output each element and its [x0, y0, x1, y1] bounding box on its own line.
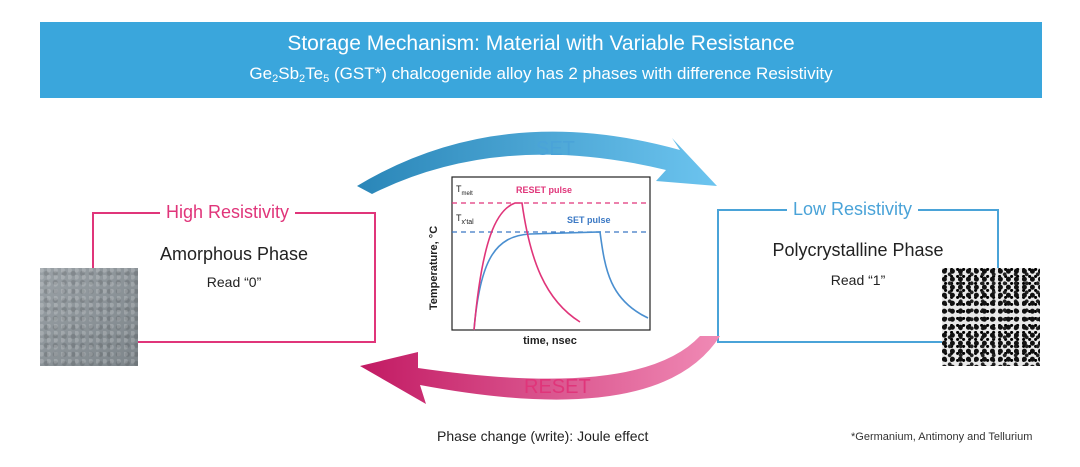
formula-te-sub: 5 — [323, 73, 330, 85]
reset-label: RESET — [524, 376, 591, 398]
subtitle-text: (GST*) chalcogenide alloy has 2 phases w… — [329, 64, 833, 83]
t-xtal-label: Tx'tal — [456, 213, 474, 226]
t-melt-t: T — [456, 184, 462, 194]
read-one-label: Read “1” — [830, 272, 886, 288]
graph-ylabel: Temperature, °C — [428, 226, 440, 310]
t-xtal-t: T — [456, 213, 462, 223]
header-banner: Storage Mechanism: Material with Variabl… — [40, 22, 1042, 98]
formula-sb: Sb — [278, 64, 300, 83]
set-pulse-label: SET pulse — [567, 215, 611, 225]
graph-frame — [451, 176, 651, 331]
t-melt-label: Tmelt — [456, 184, 473, 197]
banner-title: Storage Mechanism: Material with Variabl… — [287, 32, 795, 55]
formula-sb-sub: 2 — [299, 73, 306, 85]
formula-te: Te — [305, 64, 324, 83]
high-resistivity-title: High Resistivity — [160, 202, 296, 223]
set-pulse-curve — [473, 231, 649, 331]
t-melt-sub: melt — [462, 191, 474, 197]
low-resistivity-title: Low Resistivity — [787, 199, 919, 220]
joule-effect-caption: Phase change (write): Joule effect — [437, 428, 649, 444]
amorphous-material-image — [40, 268, 138, 366]
banner-subtitle: Ge2Sb2Te5 (GST*) chalcogenide alloy has … — [40, 64, 1042, 85]
polycrystalline-phase-label: Polycrystalline Phase — [772, 240, 944, 260]
reset-arrow — [360, 336, 720, 404]
read-zero-label: Read “0” — [206, 274, 262, 290]
formula-ge: Ge — [249, 64, 273, 83]
reset-pulse-curve — [473, 202, 581, 331]
t-xtal-sub: x'tal — [462, 219, 475, 226]
reset-pulse-label: RESET pulse — [516, 185, 572, 195]
set-arrow — [357, 131, 717, 194]
graph-xlabel: time, nsec — [523, 335, 577, 347]
set-label: SET — [536, 138, 575, 160]
gst-footnote: *Germanium, Antimony and Tellurium — [851, 431, 1033, 443]
polycrystalline-material-image — [942, 268, 1040, 366]
formula-ge-sub: 2 — [272, 73, 279, 85]
amorphous-phase-label: Amorphous Phase — [159, 244, 309, 264]
